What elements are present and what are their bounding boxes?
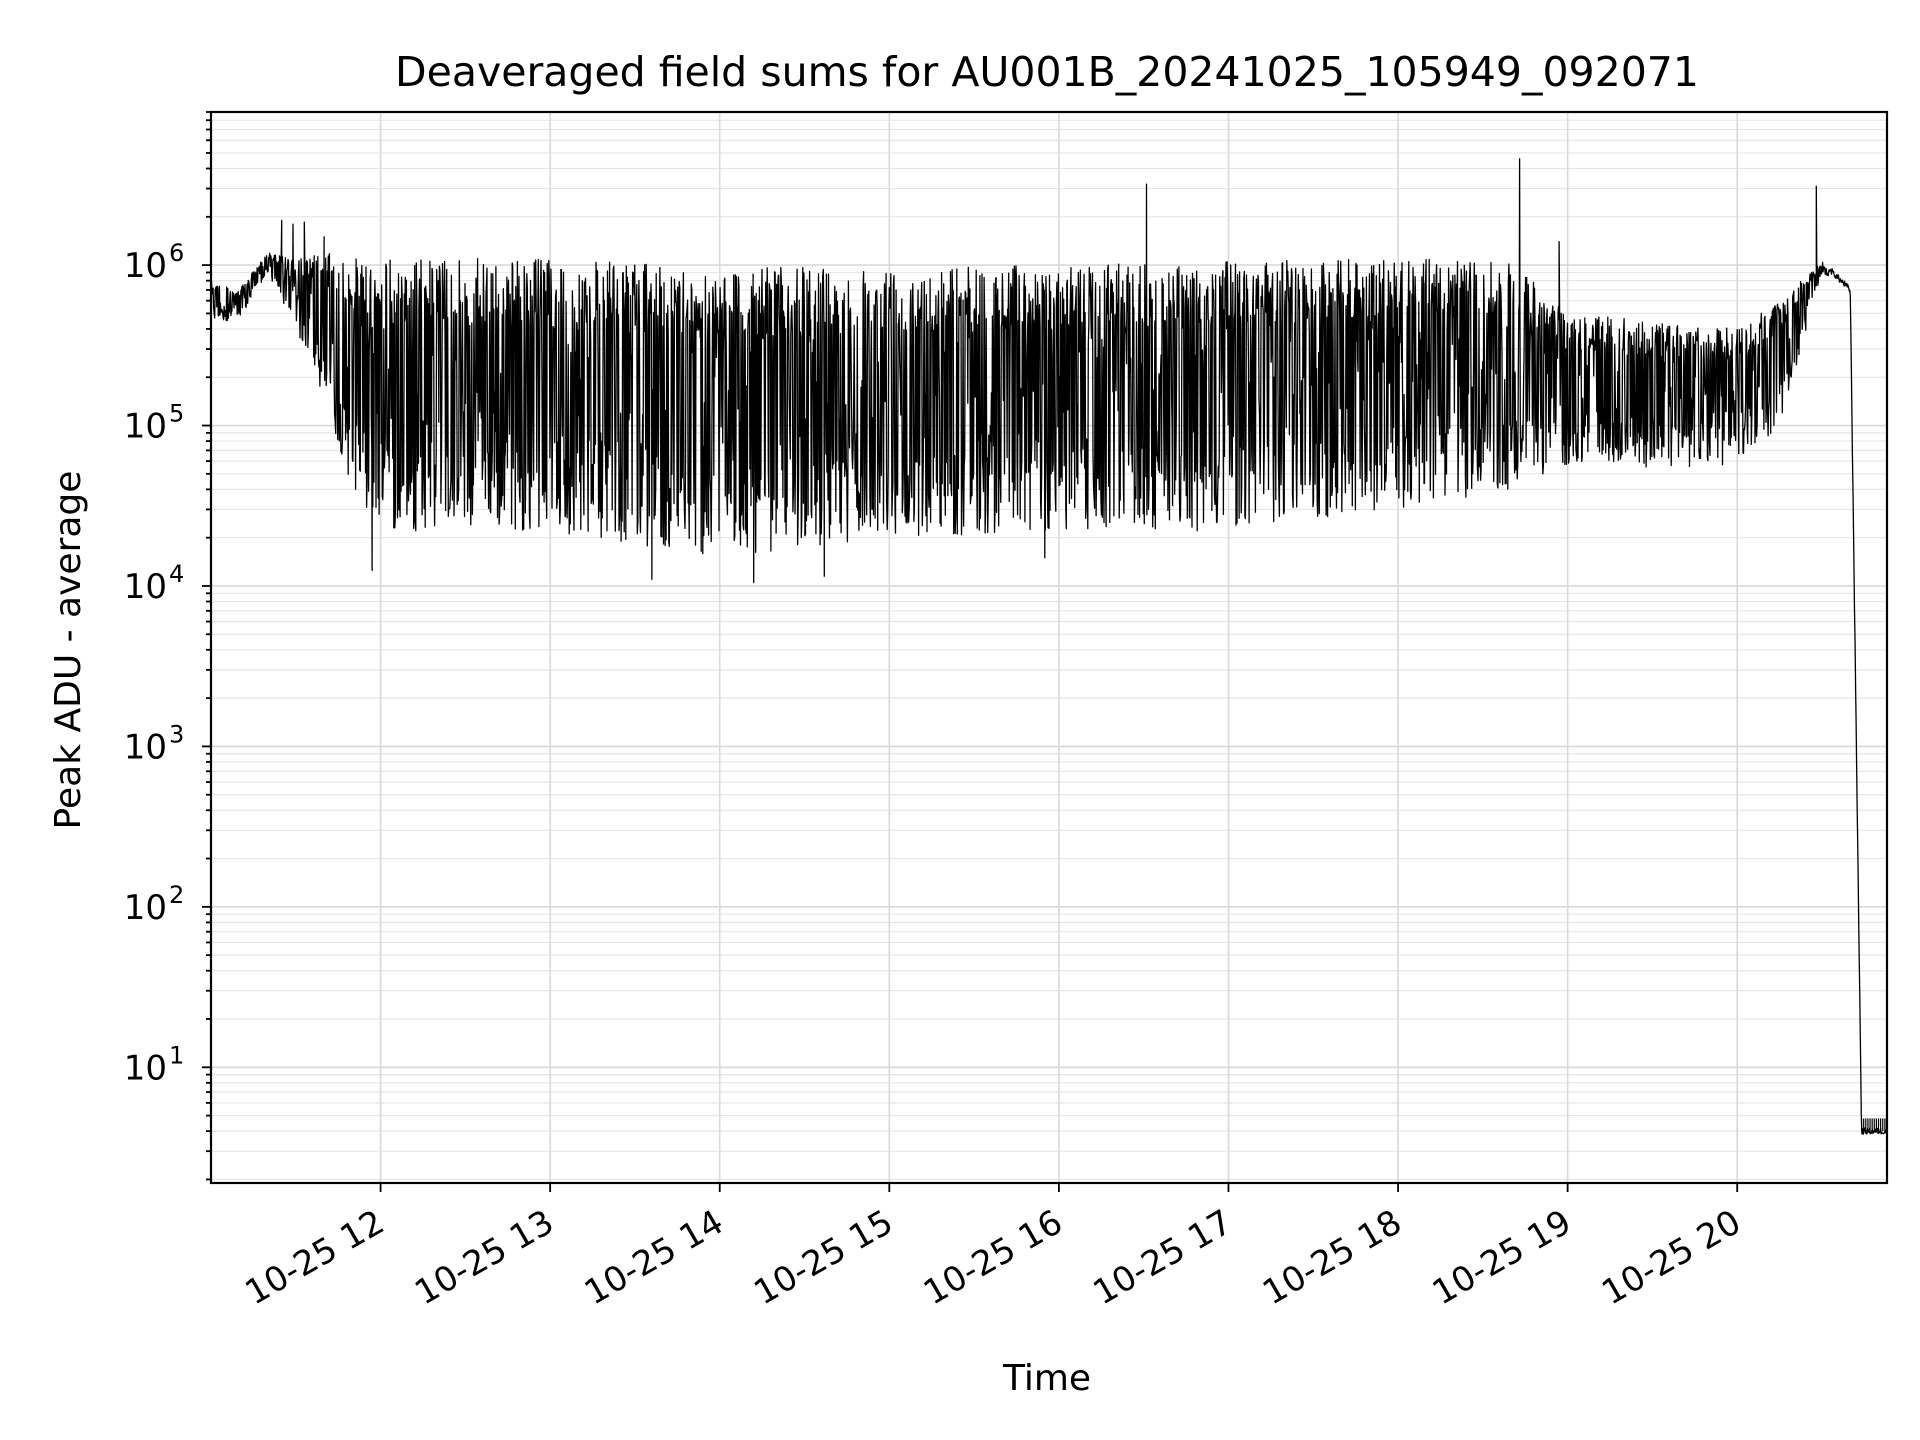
y-tick-label: 10 xyxy=(124,727,167,767)
y-tick-label: 10 xyxy=(124,1048,167,1088)
series-layer xyxy=(210,158,1888,1135)
y-tick-label-exponent: 1 xyxy=(169,1041,184,1069)
y-tick-label-exponent: 5 xyxy=(169,400,184,428)
y-tick-label: 10 xyxy=(124,407,167,447)
y-tick-label: 10 xyxy=(124,567,167,607)
series-line xyxy=(210,158,1888,1135)
plot-frame xyxy=(209,110,1889,1185)
y-tick-label-exponent: 4 xyxy=(169,560,184,588)
x-axis-label: Time xyxy=(1002,1358,1091,1399)
y-tick-label: 10 xyxy=(124,888,167,928)
y-tick-label: 10 xyxy=(124,246,167,286)
y-axis-label: Peak ADU - average xyxy=(48,471,89,830)
y-tick-label-exponent: 6 xyxy=(169,239,184,267)
y-tick-label-exponent: 3 xyxy=(169,720,184,748)
chart-title: Deaveraged field sums for AU001B_2024102… xyxy=(395,48,1699,96)
y-tick-label-exponent: 2 xyxy=(169,881,184,909)
